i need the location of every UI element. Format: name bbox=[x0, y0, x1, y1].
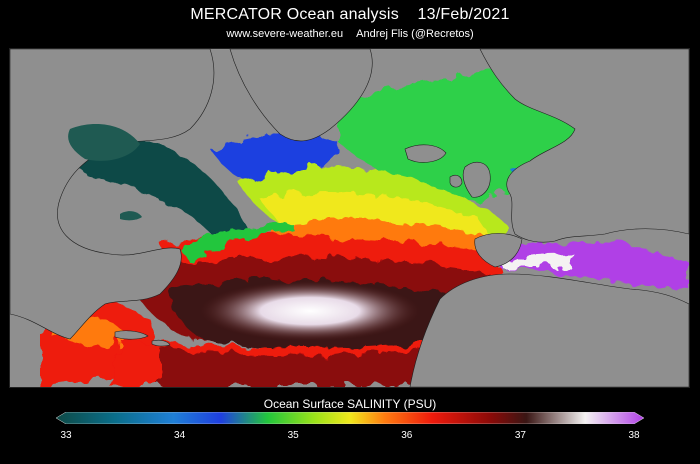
map-canvas bbox=[10, 49, 689, 387]
subtitle-author: Andrej Flis (@Recretos) bbox=[356, 28, 474, 40]
colorbar-tick-33: 33 bbox=[60, 430, 72, 441]
high-salinity-core bbox=[200, 281, 420, 341]
title-date: 13/Feb/2021 bbox=[417, 6, 510, 23]
land-masses bbox=[10, 49, 689, 387]
title-text: MERCATOR Ocean analysis bbox=[190, 6, 399, 23]
map-subtitle: www.severe-weather.eu Andrej Flis (@Recr… bbox=[0, 28, 700, 40]
colorbar-tick-38: 38 bbox=[628, 430, 640, 441]
colorbar-tick-35: 35 bbox=[287, 430, 299, 441]
map-title: MERCATOR Ocean analysis 13/Feb/2021 bbox=[0, 6, 700, 24]
colorbar-ticks: 33 34 35 36 37 38 bbox=[0, 430, 700, 444]
colorbar-label: Ocean Surface SALINITY (PSU) bbox=[263, 397, 437, 411]
salinity-map bbox=[9, 48, 690, 388]
colorbar-tick-37: 37 bbox=[514, 430, 526, 441]
colorbar-tick-36: 36 bbox=[401, 430, 413, 441]
inland-water bbox=[68, 124, 142, 221]
subtitle-site: www.severe-weather.eu bbox=[226, 28, 344, 40]
colorbar-tick-34: 34 bbox=[174, 430, 186, 441]
colorbar bbox=[56, 412, 644, 424]
